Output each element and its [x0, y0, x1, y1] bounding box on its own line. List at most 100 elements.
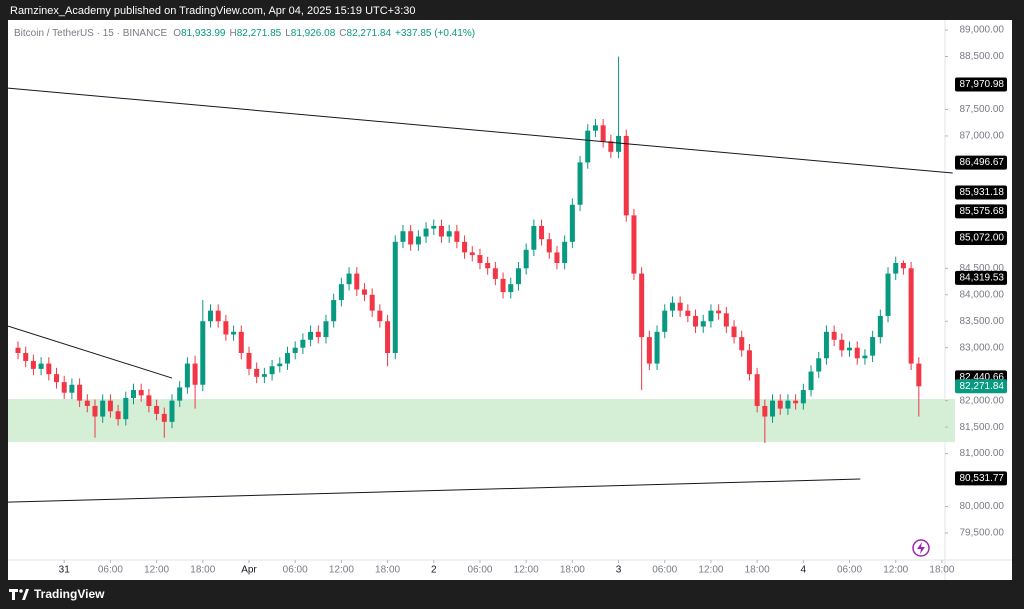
- candle-body: [916, 363, 922, 387]
- y-tick-label: 87,500.00: [960, 104, 1005, 115]
- candle-body: [161, 413, 167, 422]
- candle-body: [900, 263, 906, 269]
- candle-body: [847, 347, 853, 351]
- price-label-box: [955, 77, 1007, 92]
- publish-title: Ramzinex_Academy published on TradingVie…: [10, 5, 416, 17]
- candle-body: [577, 162, 583, 205]
- price-label: 82,440.66: [960, 372, 1005, 383]
- ohlc-key: L: [285, 28, 291, 39]
- x-tick-label: 18:00: [745, 565, 770, 576]
- candle-body: [770, 400, 776, 417]
- price-label: 84,319.53: [960, 272, 1005, 283]
- candle-body: [369, 294, 375, 311]
- candle-body: [515, 268, 521, 285]
- candle-body: [785, 400, 791, 409]
- candle-body: [385, 321, 391, 353]
- x-tick-label: 12:00: [329, 565, 354, 576]
- candle-body: [777, 400, 783, 409]
- x-tick-label: 12:00: [144, 565, 169, 576]
- x-tick-label: 06:00: [652, 565, 677, 576]
- candle-body: [169, 400, 175, 422]
- price-label-box: [955, 231, 1007, 246]
- candle-body: [492, 268, 498, 279]
- candle-body: [77, 384, 83, 401]
- last-price-box: [955, 379, 1007, 394]
- candle-body: [908, 268, 914, 364]
- candle-body: [700, 321, 706, 327]
- candle-body: [177, 387, 183, 401]
- x-tick-label: 06:00: [283, 565, 308, 576]
- x-tick-label: 06:00: [98, 565, 123, 576]
- y-tick-label: 80,000.00: [960, 501, 1005, 512]
- y-tick-label: 84,000.00: [960, 289, 1005, 300]
- brand-name: TradingView: [34, 587, 105, 601]
- candle-body: [107, 400, 113, 412]
- y-tick-label: 89,000.00: [960, 25, 1005, 36]
- y-tick-label: 81,000.00: [960, 448, 1005, 459]
- y-tick-label: 79,500.00: [960, 528, 1005, 539]
- x-tick-label: 4: [801, 565, 807, 576]
- candle-body: [361, 289, 367, 295]
- price-label-box: [955, 204, 1007, 219]
- candle-body: [238, 331, 244, 353]
- y-tick-label: 88,500.00: [960, 51, 1005, 62]
- candle-body: [608, 141, 614, 152]
- candle-body: [623, 135, 629, 216]
- brand-logo: [9, 589, 29, 600]
- trendline: [8, 87, 953, 174]
- candle-body: [454, 231, 460, 242]
- candle-body: [646, 337, 652, 364]
- candle-body: [800, 390, 806, 404]
- candle-body: [754, 374, 760, 406]
- y-tick-label: 87,000.00: [960, 131, 1005, 142]
- candle-body: [84, 400, 90, 406]
- candle-body: [100, 400, 106, 417]
- candle-body: [523, 249, 529, 269]
- y-tick-label: 83,500.00: [960, 316, 1005, 327]
- candle-body: [392, 241, 398, 353]
- price-label: 85,072.00: [960, 233, 1005, 244]
- candle-body: [61, 382, 67, 393]
- price-label-box: [955, 185, 1007, 200]
- candle-body: [685, 310, 691, 316]
- price-label: 86,496.67: [960, 157, 1005, 168]
- candle-body: [338, 284, 344, 301]
- candle-body: [808, 371, 814, 391]
- candle-body: [446, 231, 452, 237]
- price-label: 85,575.68: [960, 206, 1005, 217]
- candle-body: [400, 231, 406, 242]
- candle-body: [130, 390, 136, 398]
- candle-body: [261, 374, 267, 377]
- candle-body: [308, 331, 314, 340]
- candle-body: [92, 405, 98, 417]
- ohlc-key: H: [229, 28, 236, 39]
- candle-body: [839, 339, 845, 351]
- candle-body: [746, 350, 752, 375]
- candle-body: [30, 360, 36, 369]
- candle-body: [354, 273, 360, 290]
- candle-body: [154, 405, 160, 414]
- ohlc-value: 81,933.99: [181, 28, 226, 39]
- x-tick-label: 06:00: [467, 565, 492, 576]
- candle-body: [462, 241, 468, 253]
- ohlc-key: C: [339, 28, 346, 39]
- candle-body: [215, 310, 221, 322]
- candle-body: [531, 225, 537, 250]
- candle-body: [585, 130, 591, 163]
- x-tick-label: 2: [431, 565, 437, 576]
- candle-body: [554, 252, 560, 263]
- candle-body: [592, 125, 598, 131]
- x-tick-label: 3: [616, 565, 622, 576]
- price-label: 87,970.98: [960, 79, 1005, 90]
- price-label-box: [955, 471, 1007, 486]
- candle-body: [885, 273, 891, 316]
- trendline: [8, 325, 173, 379]
- symbol-legend: Bitcoin / TetherUS · 15 · BINANCE O81,933…: [14, 28, 475, 39]
- candle-body: [693, 315, 699, 327]
- candle-body: [569, 204, 575, 242]
- candle-body: [123, 398, 129, 420]
- x-tick-label: Apr: [241, 565, 257, 576]
- candle-body: [138, 390, 144, 396]
- candle-body: [893, 263, 899, 274]
- candle-body: [508, 284, 514, 293]
